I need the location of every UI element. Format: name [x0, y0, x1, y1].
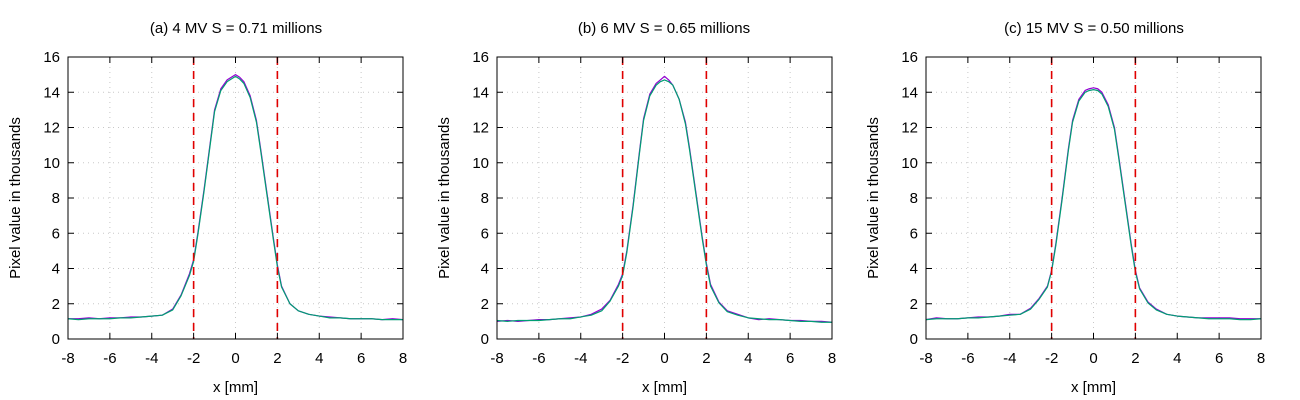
y-tick-label: 2	[481, 296, 489, 313]
x-tick-label: 4	[1173, 350, 1181, 367]
y-axis-label: Pixel value in thousands	[865, 117, 882, 279]
x-tick-label: -2	[187, 350, 200, 367]
series-line-2	[496, 79, 832, 323]
y-tick-label: 12	[901, 120, 918, 137]
y-tick-label: 6	[52, 225, 60, 242]
y-tick-label: 10	[43, 155, 60, 172]
y-tick-label: 12	[43, 120, 60, 137]
y-tick-label: 4	[52, 261, 60, 278]
x-tick-label: 8	[399, 350, 407, 367]
y-axis-label: Pixel value in thousands	[436, 117, 453, 279]
x-tick-label: 2	[702, 350, 710, 367]
x-tick-label: 4	[315, 350, 323, 367]
y-tick-label: 12	[472, 120, 489, 137]
x-tick-label: -6	[961, 350, 974, 367]
x-tick-label: 8	[828, 350, 836, 367]
x-tick-label: -4	[145, 350, 158, 367]
x-tick-label: 2	[273, 350, 281, 367]
series-line-2	[67, 75, 403, 321]
y-tick-label: 8	[52, 190, 60, 207]
y-tick-label: 4	[481, 261, 489, 278]
y-tick-label: 10	[472, 155, 489, 172]
y-tick-label: 6	[910, 225, 918, 242]
y-tick-label: 8	[910, 190, 918, 207]
x-tick-label: 8	[1257, 350, 1265, 367]
chart-title: (b) 6 MV S = 0.65 millions	[578, 20, 750, 37]
y-tick-label: 14	[472, 84, 489, 101]
x-tick-label: -8	[919, 350, 932, 367]
y-tick-label: 0	[481, 331, 489, 348]
chart-panel-2: (b) 6 MV S = 0.65 millions -8 -6 -4 -2 0 2 4 6 8 0…	[436, 20, 836, 396]
x-tick-label: -8	[61, 350, 74, 367]
x-tick-label: -2	[1045, 350, 1058, 367]
y-tick-label: 2	[910, 296, 918, 313]
x-tick-label: -6	[532, 350, 545, 367]
y-tick-label: 10	[901, 155, 918, 172]
x-tick-label: -8	[490, 350, 503, 367]
x-tick-label: 0	[1089, 350, 1097, 367]
x-axis-label: x [mm]	[213, 379, 258, 396]
y-tick-label: 0	[910, 331, 918, 348]
series-line-2	[925, 89, 1262, 321]
x-tick-label: 6	[357, 350, 365, 367]
x-tick-label: 6	[786, 350, 794, 367]
y-tick-label: 0	[52, 331, 60, 348]
series-line-1	[496, 75, 833, 323]
x-tick-label: 0	[231, 350, 239, 367]
y-tick-label: 16	[472, 49, 489, 66]
y-tick-label: 16	[901, 49, 918, 66]
x-tick-label: -6	[103, 350, 116, 367]
x-tick-label: 6	[1215, 350, 1223, 367]
x-tick-label: 4	[744, 350, 752, 367]
x-tick-label: -4	[1003, 350, 1016, 367]
x-tick-label: 2	[1131, 350, 1139, 367]
y-tick-label: 6	[481, 225, 489, 242]
y-tick-label: 4	[910, 261, 918, 278]
x-axis-label: x [mm]	[642, 379, 687, 396]
y-tick-label: 14	[43, 84, 60, 101]
chart-title: (a) 4 MV S = 0.71 millions	[150, 20, 322, 37]
x-tick-label: -2	[616, 350, 629, 367]
chart-title: (c) 15 MV S = 0.50 millions	[1004, 20, 1184, 37]
y-tick-label: 14	[901, 84, 918, 101]
y-tick-label: 16	[43, 49, 60, 66]
y-tick-label: 8	[481, 190, 489, 207]
chart-panel-3: (c) 15 MV S = 0.50 millions -8 -6 -4 -2 0 2 4 6 8…	[865, 20, 1265, 396]
x-tick-label: 0	[660, 350, 668, 367]
y-tick-label: 2	[52, 296, 60, 313]
x-axis-label: x [mm]	[1071, 379, 1116, 396]
x-tick-label: -4	[574, 350, 587, 367]
chart-panel-1: (a) 4 MV S = 0.71 millions -8 -6 -4 -2 0 2 4 6 8 0…	[7, 20, 407, 396]
y-axis-label: Pixel value in thousands	[7, 117, 24, 279]
